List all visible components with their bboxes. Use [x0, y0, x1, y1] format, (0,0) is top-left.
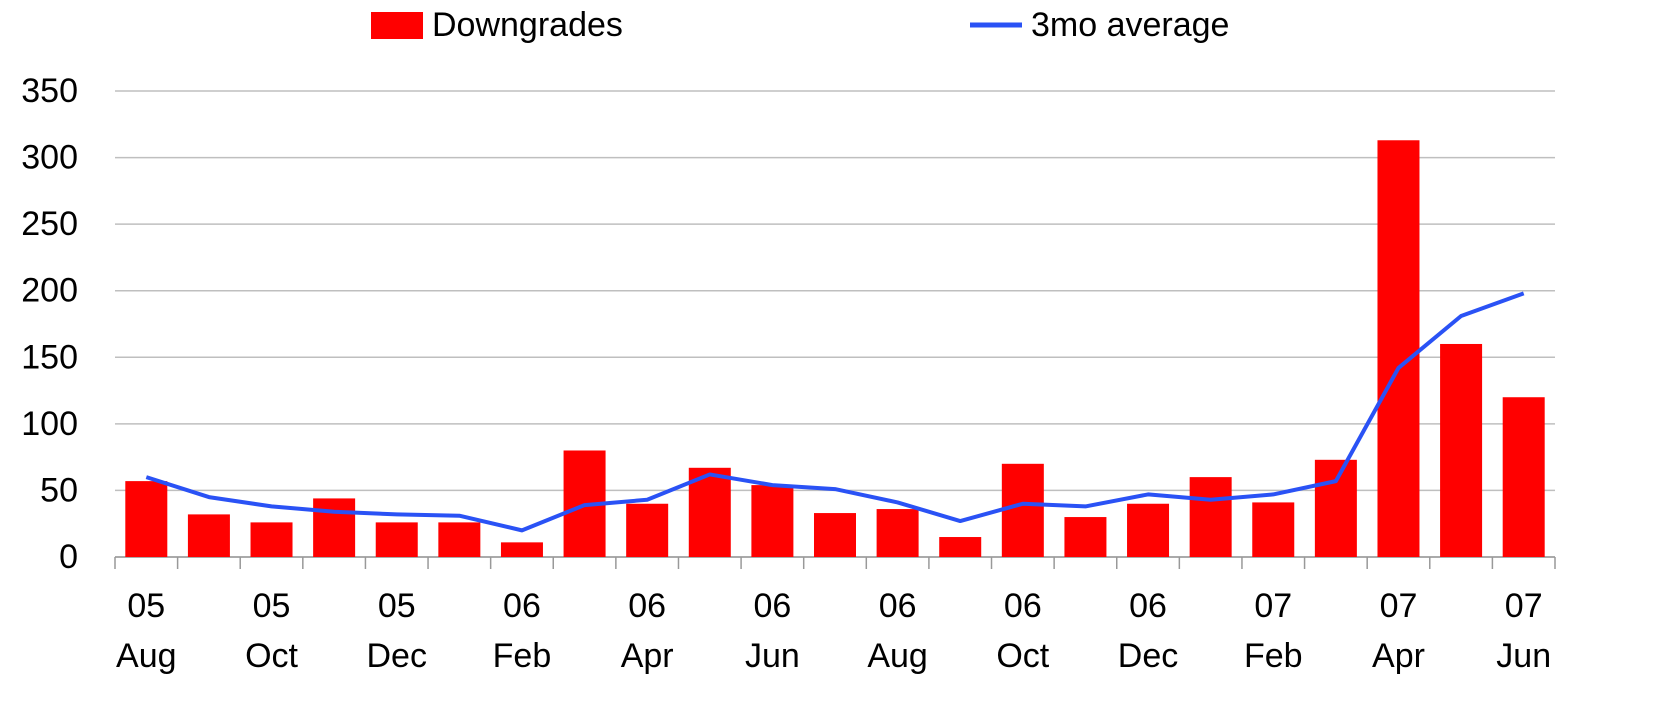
legend-label: Downgrades [432, 6, 623, 44]
bar [814, 513, 856, 557]
x-tick-label: 06 Aug [867, 587, 928, 675]
y-tick-label: 0 [59, 538, 78, 576]
bar [939, 537, 982, 557]
bar [1064, 517, 1107, 557]
x-tick-label: 05 Aug [116, 587, 177, 675]
bar [313, 498, 356, 557]
y-tick-label: 50 [40, 471, 78, 509]
bar [1252, 502, 1295, 557]
bar [375, 522, 418, 557]
bar [187, 514, 230, 557]
bar [500, 542, 543, 557]
x-tick-label: 06 Apr [621, 587, 674, 675]
x-tick-label: 06 Feb [493, 587, 552, 675]
x-tick-label: 06 Dec [1118, 587, 1178, 675]
bar [751, 485, 794, 557]
legend-label: 3mo average [1031, 6, 1229, 44]
bar [1440, 343, 1483, 557]
x-tick-label: 05 Oct [245, 587, 298, 675]
x-tick-label: 05 Dec [367, 587, 427, 675]
bar [1189, 477, 1232, 557]
y-tick-label: 200 [21, 272, 78, 310]
y-tick-label: 350 [21, 72, 78, 110]
bar [125, 481, 168, 557]
x-tick-label: 07 Jun [1496, 587, 1551, 675]
bar [250, 522, 293, 557]
bar [1001, 463, 1044, 557]
bar [1377, 140, 1420, 557]
bar [1314, 459, 1357, 557]
bar [626, 503, 669, 557]
y-tick-label: 100 [21, 405, 78, 443]
x-tick-label: 07 Feb [1244, 587, 1303, 675]
y-tick-label: 250 [21, 205, 78, 243]
bar [1502, 397, 1545, 557]
y-tick-label: 300 [21, 139, 78, 177]
legend-swatch [371, 12, 423, 39]
bar [876, 509, 919, 557]
y-tick-label: 150 [21, 338, 78, 376]
line [145, 291, 1525, 533]
x-tick-label: 06 Jun [745, 587, 800, 675]
x-tick-label: 06 Oct [996, 587, 1049, 675]
bar [1127, 503, 1170, 557]
bar [438, 522, 481, 557]
x-tick-label: 07 Apr [1372, 587, 1425, 675]
bar [688, 467, 731, 557]
